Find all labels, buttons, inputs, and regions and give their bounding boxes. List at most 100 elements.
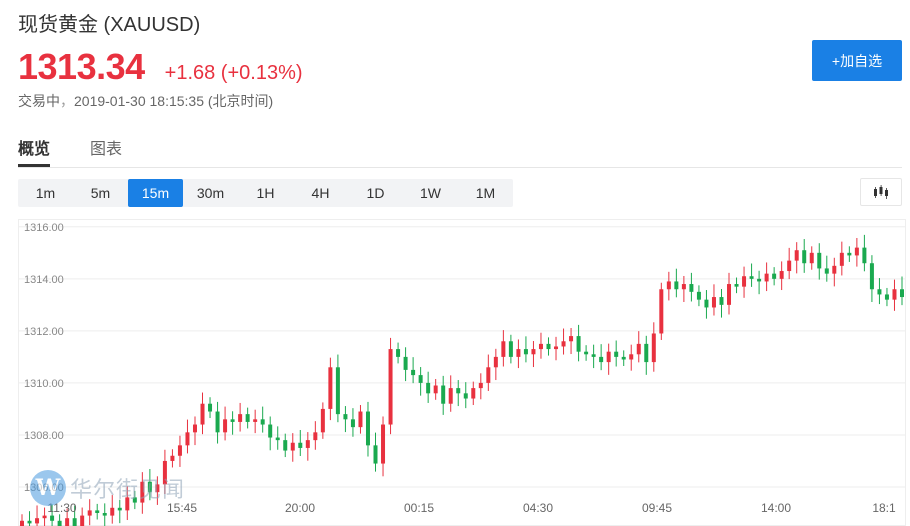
candle — [569, 328, 574, 355]
x-tick-label: 14:00 — [761, 501, 791, 515]
add-to-watchlist-button[interactable]: +加自选 — [812, 40, 902, 81]
candle — [50, 504, 55, 526]
candle — [328, 357, 333, 421]
candle — [350, 408, 355, 437]
candle — [411, 357, 416, 384]
candle — [320, 402, 325, 439]
period-1d[interactable]: 1D — [366, 185, 385, 201]
candle — [681, 275, 686, 302]
tab-bar: 概览 图表 — [18, 133, 902, 168]
candle — [260, 406, 265, 433]
candle — [245, 407, 250, 429]
status-label: 交易中 — [18, 93, 60, 109]
candle — [343, 406, 348, 433]
candle — [238, 402, 243, 432]
candle — [396, 342, 401, 364]
candle — [772, 267, 777, 286]
candle — [621, 350, 626, 366]
candle — [20, 514, 24, 526]
candle — [486, 354, 491, 391]
candle — [275, 426, 280, 450]
candle — [659, 282, 664, 340]
period-1mo[interactable]: 1M — [475, 185, 496, 201]
period-selector: 1m 5m 15m 30m 1H 4H 1D 1W 1M — [18, 179, 513, 207]
watermark: W 华尔街见闻 — [30, 470, 185, 506]
candle — [764, 262, 769, 292]
period-1m[interactable]: 1m — [35, 185, 56, 201]
candle — [132, 490, 137, 510]
candle — [456, 380, 461, 407]
candle — [192, 416, 197, 446]
candle — [177, 435, 182, 467]
candle — [170, 449, 175, 468]
tab-overview[interactable]: 概览 — [18, 135, 51, 167]
candle — [666, 271, 671, 301]
candle — [433, 379, 438, 400]
candle — [884, 287, 889, 307]
period-5m[interactable]: 5m — [90, 185, 111, 201]
page-title: 现货黄金 (XAUUSD) — [18, 14, 201, 36]
period-15m[interactable]: 15m — [128, 179, 183, 207]
candle — [155, 476, 160, 505]
candle — [508, 334, 513, 364]
candle — [538, 332, 543, 359]
tab-chart[interactable]: 图表 — [90, 141, 123, 158]
y-tick-label: 1308.00 — [24, 430, 64, 442]
candle — [824, 255, 829, 282]
candle — [388, 337, 393, 435]
candle — [102, 503, 107, 526]
y-tick-label: 1312.00 — [24, 326, 64, 338]
y-tick-label: 1310.00 — [24, 378, 64, 390]
period-4h[interactable]: 4H — [311, 185, 330, 201]
candle — [403, 347, 408, 382]
status-timestamp: 2019-01-30 18:15:35 (北京时间) — [74, 93, 274, 109]
candle — [471, 381, 476, 406]
candle — [854, 237, 859, 267]
candle — [576, 324, 581, 362]
candle — [704, 290, 709, 319]
x-tick-label: 00:15 — [404, 501, 434, 515]
candle — [125, 486, 130, 521]
candle — [418, 367, 423, 396]
candle — [561, 328, 566, 355]
candle — [869, 255, 874, 302]
status-separator: ， — [60, 93, 74, 109]
candle — [147, 469, 152, 501]
period-1w[interactable]: 1W — [420, 185, 441, 201]
y-tick-label: 1314.00 — [24, 274, 64, 286]
candle — [614, 340, 619, 367]
candle — [448, 375, 453, 412]
price-chart[interactable]: 1316.001314.001312.001310.001308.001306.… — [18, 219, 906, 526]
chart-x-axis: 11:30 15:45 20:00 00:15 04:30 09:45 14:00 18:1 — [47, 501, 896, 515]
period-1h[interactable]: 1H — [256, 185, 275, 201]
price-change: +1.68 (+0.13%) — [164, 62, 303, 84]
candle — [80, 507, 85, 526]
candle — [27, 511, 32, 526]
quote-row: 1313.34 +1.68 (+0.13%) — [18, 46, 303, 88]
candle — [742, 266, 747, 298]
candle — [230, 411, 235, 435]
x-tick-label: 04:30 — [523, 501, 553, 515]
candlestick-chart-icon — [874, 185, 888, 199]
candle — [711, 284, 716, 316]
candle — [696, 285, 701, 307]
candle — [749, 263, 754, 287]
watermark-text: 华尔街见闻 — [70, 478, 186, 503]
candle — [689, 272, 694, 302]
candle — [862, 234, 867, 272]
chart-type-button[interactable] — [860, 178, 902, 206]
trading-status: 交易中，2019-01-30 18:15:35 (北京时间) — [18, 91, 273, 111]
candle — [674, 268, 679, 298]
candle — [185, 419, 190, 454]
period-30m[interactable]: 30m — [196, 185, 225, 201]
candle — [847, 246, 852, 262]
candlestick-chart: 1316.001314.001312.001310.001308.001306.… — [18, 219, 906, 526]
candle — [283, 433, 288, 458]
candle — [426, 371, 431, 403]
candle — [877, 278, 882, 305]
candle — [65, 508, 70, 526]
candle — [629, 344, 634, 371]
candle — [636, 331, 641, 363]
candle — [463, 382, 468, 409]
current-price: 1313.34 — [18, 46, 145, 87]
